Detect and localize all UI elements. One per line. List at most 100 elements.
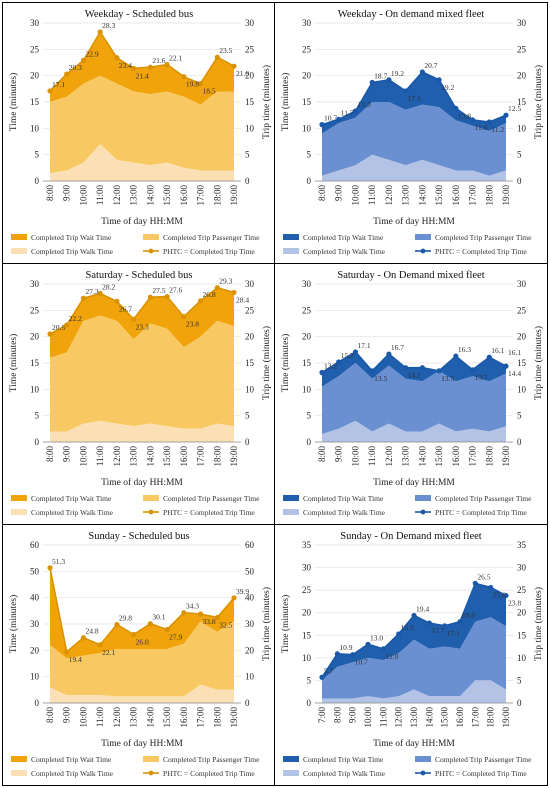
y-tick-label-right: 25 — [245, 44, 255, 54]
x-tick-label: 14:00 — [424, 707, 434, 728]
x-tick-label: 16:00 — [451, 446, 461, 467]
legend-label-wait: Completed Trip Wait Time — [303, 233, 384, 242]
x-tick-label: 19:00 — [501, 707, 511, 728]
y-tick-label-left: 25 — [30, 305, 40, 315]
x-tick-label: 18:00 — [486, 707, 496, 728]
y-axis-title-right: Trip time (minutes) — [533, 587, 544, 661]
legend-label-walk: Completed Trip Walk Time — [303, 508, 386, 517]
y-tick-label-left: 35 — [302, 540, 312, 550]
phtc-point — [164, 294, 170, 300]
data-label: 14.4 — [508, 369, 521, 378]
y-tick-label-right: 5 — [517, 675, 522, 685]
x-tick-label: 11:00 — [95, 707, 105, 728]
phtc-point — [164, 626, 170, 633]
phtc-point — [436, 77, 442, 83]
x-tick-label: 9:00 — [62, 446, 72, 463]
legend-label-passenger: Completed Trip Passenger Time — [163, 755, 260, 764]
y-tick-label-right: 25 — [245, 305, 255, 315]
y-tick-label-right: 10 — [245, 672, 255, 682]
phtc-point — [164, 62, 170, 68]
data-label: 15.2 — [341, 351, 354, 360]
x-tick-label: 8:00 — [45, 446, 55, 463]
x-tick-label: 8:00 — [45, 707, 55, 724]
y-tick-label-left: 5 — [35, 150, 40, 160]
y-tick-label-left: 15 — [302, 97, 312, 107]
y-tick-label-right: 10 — [517, 123, 527, 133]
x-tick-label: 19:00 — [501, 446, 511, 467]
y-tick-label-left: 0 — [307, 176, 312, 186]
y-tick-label-right: 30 — [517, 279, 527, 289]
legend-swatch-walk — [283, 770, 299, 776]
phtc-point — [64, 649, 70, 655]
data-label: 17.7 — [431, 626, 444, 635]
x-tick-label: 10:00 — [78, 185, 88, 206]
data-label: 34.3 — [186, 602, 199, 611]
y-tick-label-right: 0 — [517, 176, 522, 186]
legend-swatch-wait — [283, 234, 299, 240]
legend-label-phtc: PHTC = Completed Trip Time — [435, 247, 527, 256]
phtc-point — [214, 54, 220, 60]
phtc-line — [49, 286, 235, 335]
phtc-point — [380, 646, 386, 652]
phtc-point — [97, 642, 103, 648]
data-label: 17.1 — [357, 341, 370, 350]
data-label: 23.5 — [219, 46, 232, 55]
legend-label-passenger: Completed Trip Passenger Time — [163, 233, 260, 242]
y-axis-title-left: Time (minutes) — [8, 595, 19, 654]
data-label: 13.0 — [370, 633, 383, 642]
y-tick-label-right: 5 — [245, 150, 250, 160]
x-tick-label: 8:00 — [332, 707, 342, 724]
y-tick-label-left: 25 — [302, 585, 312, 595]
y-tick-label-right: 10 — [245, 384, 255, 394]
y-tick-label-left: 0 — [35, 437, 40, 447]
x-tick-label: 13:00 — [129, 707, 139, 728]
y-tick-label-left: 15 — [30, 358, 40, 368]
legend-swatch-passenger — [415, 495, 431, 501]
data-label: 29.3 — [219, 277, 232, 286]
x-tick-label: 18:00 — [212, 185, 222, 206]
phtc-point — [436, 368, 442, 374]
phtc-point — [319, 122, 325, 128]
y-tick-label-right: 30 — [517, 563, 527, 573]
phtc-point — [472, 580, 478, 586]
data-label: 13.8 — [458, 111, 471, 120]
y-tick-label-left: 20 — [30, 645, 40, 655]
phtc-point — [396, 631, 402, 637]
phtc-point — [114, 298, 120, 304]
y-tick-label-right: 0 — [245, 698, 250, 708]
y-axis-title-left: Time (minutes) — [280, 334, 291, 393]
y-tick-label-left: 10 — [302, 653, 312, 663]
data-label: 19.2 — [391, 69, 404, 78]
phtc-point — [214, 285, 220, 291]
legend-label-walk: Completed Trip Walk Time — [31, 769, 114, 778]
y-tick-label-right: 35 — [517, 540, 527, 550]
y-tick-label-left: 5 — [307, 150, 312, 160]
x-tick-label: 13:00 — [129, 446, 139, 467]
y-tick-label-right: 0 — [517, 437, 522, 447]
data-label: 10.7 — [324, 114, 337, 123]
x-tick-label: 16:00 — [179, 707, 189, 728]
phtc-point — [64, 71, 70, 77]
x-tick-label: 16:00 — [179, 185, 189, 206]
data-label: 22.1 — [169, 54, 182, 63]
x-tick-label: 16:00 — [455, 707, 465, 728]
legend-swatch-passenger — [415, 234, 431, 240]
legend-swatch-walk — [283, 248, 299, 254]
phtc-point — [352, 108, 359, 114]
legend-swatch-walk — [283, 509, 299, 515]
phtc-point — [147, 64, 153, 70]
x-tick-label: 13:00 — [401, 446, 411, 467]
phtc-point — [369, 368, 375, 374]
legend-label-passenger: Completed Trip Passenger Time — [435, 494, 532, 503]
x-axis-title: Time of day HH:MM — [101, 216, 183, 227]
phtc-point — [181, 314, 187, 320]
phtc-point — [486, 119, 492, 125]
y-tick-label-right: 10 — [245, 123, 255, 133]
y-tick-label-right: 0 — [245, 437, 250, 447]
legend-label-wait: Completed Trip Wait Time — [31, 233, 112, 242]
legend-label-wait: Completed Trip Wait Time — [303, 755, 384, 764]
data-label: 23.4 — [119, 61, 132, 70]
y-tick-label-left: 30 — [30, 279, 40, 289]
y-axis-title-left: Time (minutes) — [8, 334, 19, 393]
data-label: 28.3 — [102, 21, 115, 30]
